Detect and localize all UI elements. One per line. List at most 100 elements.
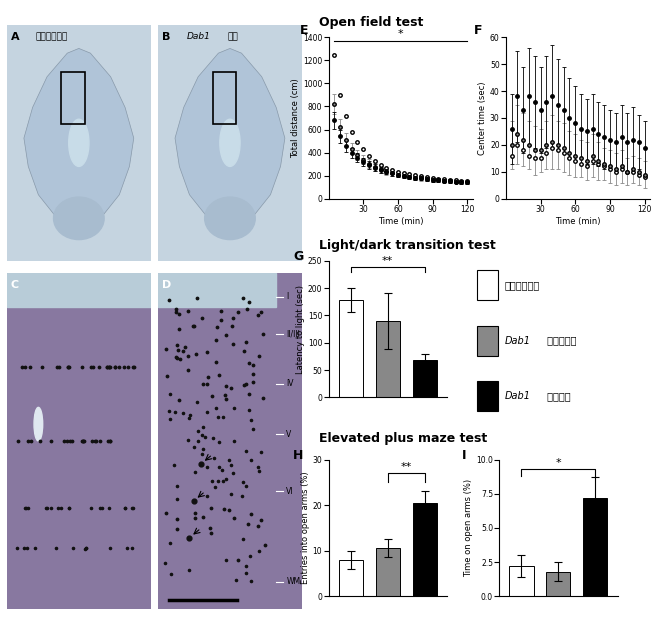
Point bbox=[189, 321, 200, 331]
Text: D: D bbox=[162, 280, 171, 290]
Point bbox=[26, 436, 36, 446]
Point bbox=[80, 543, 91, 553]
Point bbox=[105, 362, 116, 372]
Point bbox=[170, 407, 181, 417]
Point bbox=[240, 568, 251, 578]
Point bbox=[95, 503, 105, 513]
Bar bbox=[476, 325, 498, 356]
Point bbox=[161, 344, 171, 354]
Point bbox=[45, 503, 56, 513]
Text: Elevated plus maze test: Elevated plus maze test bbox=[319, 432, 487, 445]
Point bbox=[53, 503, 64, 513]
Point bbox=[240, 379, 251, 389]
Point bbox=[54, 362, 64, 372]
Point bbox=[198, 443, 208, 453]
Point bbox=[114, 362, 125, 372]
Bar bbox=[376, 321, 399, 397]
Text: **: ** bbox=[382, 256, 394, 266]
Point bbox=[160, 558, 171, 568]
Point bbox=[192, 397, 202, 407]
Point bbox=[24, 362, 35, 372]
Point bbox=[95, 436, 106, 446]
Point bbox=[248, 424, 259, 434]
Point bbox=[202, 379, 212, 389]
Text: コントロール: コントロール bbox=[35, 32, 68, 41]
Point bbox=[214, 437, 224, 447]
Point bbox=[214, 462, 224, 472]
Point bbox=[94, 362, 104, 372]
Text: IV: IV bbox=[286, 379, 294, 388]
Point bbox=[171, 304, 181, 314]
Point bbox=[217, 476, 228, 486]
Point bbox=[62, 362, 73, 372]
Point bbox=[22, 436, 33, 446]
Ellipse shape bbox=[69, 119, 89, 166]
Point bbox=[184, 533, 194, 543]
Point bbox=[91, 436, 101, 446]
Point bbox=[174, 324, 185, 334]
Text: II/III: II/III bbox=[286, 329, 300, 338]
Point bbox=[217, 412, 228, 422]
Text: F: F bbox=[474, 24, 483, 37]
Text: I: I bbox=[461, 448, 466, 461]
Point bbox=[228, 313, 238, 323]
Point bbox=[220, 330, 231, 340]
Point bbox=[197, 312, 208, 322]
Point bbox=[244, 389, 254, 399]
Point bbox=[197, 448, 208, 458]
Point bbox=[104, 362, 115, 372]
Bar bbox=[583, 498, 608, 596]
Point bbox=[243, 519, 254, 529]
Point bbox=[196, 430, 207, 440]
Point bbox=[175, 354, 186, 364]
Point bbox=[104, 543, 115, 553]
Point bbox=[202, 462, 212, 472]
Point bbox=[81, 543, 92, 553]
Point bbox=[183, 435, 194, 445]
Point bbox=[63, 503, 74, 513]
Point bbox=[164, 296, 174, 306]
Point bbox=[81, 543, 91, 553]
Point bbox=[190, 467, 200, 477]
Point bbox=[189, 496, 199, 506]
Point bbox=[246, 576, 256, 586]
Point bbox=[237, 491, 248, 501]
Point bbox=[248, 360, 259, 369]
Point bbox=[208, 433, 219, 443]
Ellipse shape bbox=[54, 197, 104, 240]
Point bbox=[200, 432, 210, 442]
Point bbox=[120, 503, 130, 513]
Ellipse shape bbox=[220, 119, 240, 166]
Point bbox=[213, 412, 223, 422]
Point bbox=[189, 513, 200, 523]
Point bbox=[90, 436, 101, 446]
Point bbox=[86, 362, 97, 372]
Y-axis label: Center time (sec): Center time (sec) bbox=[478, 81, 487, 155]
Point bbox=[183, 351, 193, 361]
Point bbox=[238, 347, 249, 356]
Point bbox=[225, 383, 236, 393]
Point bbox=[248, 378, 258, 388]
Point bbox=[162, 371, 172, 381]
Ellipse shape bbox=[204, 197, 255, 240]
Point bbox=[241, 337, 252, 347]
Point bbox=[63, 362, 74, 372]
Point bbox=[20, 503, 31, 513]
X-axis label: Time (min): Time (min) bbox=[378, 217, 424, 226]
Point bbox=[179, 342, 190, 351]
Point bbox=[68, 543, 78, 553]
Point bbox=[55, 504, 66, 514]
Point bbox=[58, 436, 69, 446]
Point bbox=[46, 436, 57, 446]
Point bbox=[166, 569, 176, 579]
Point bbox=[66, 436, 77, 446]
Point bbox=[210, 335, 221, 345]
Text: E: E bbox=[300, 24, 308, 37]
Point bbox=[256, 515, 266, 525]
Point bbox=[78, 436, 89, 446]
Point bbox=[35, 436, 45, 446]
Point bbox=[193, 436, 203, 446]
Point bbox=[174, 309, 185, 319]
Point bbox=[64, 503, 74, 513]
Bar bbox=[213, 72, 236, 124]
